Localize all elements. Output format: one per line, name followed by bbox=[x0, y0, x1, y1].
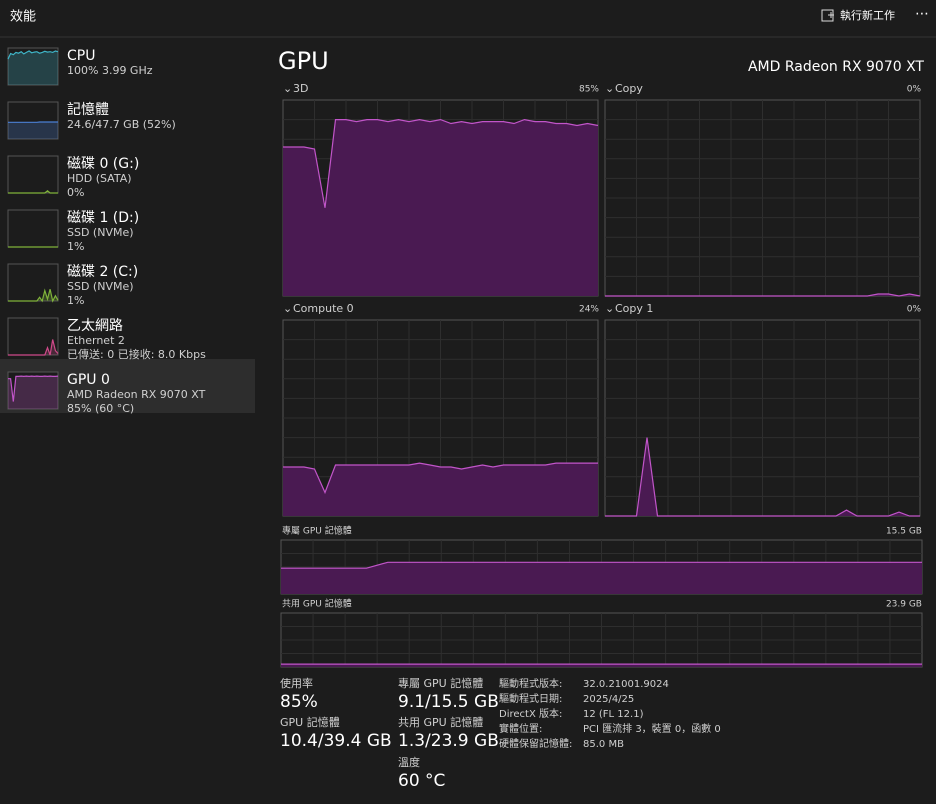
item-detail: 已傳送: 0 已接收: 8.0 Kbps bbox=[67, 347, 206, 361]
item-detail: Ethernet 2 bbox=[67, 334, 125, 347]
graph-area bbox=[8, 122, 58, 139]
item-name[interactable]: CPU bbox=[67, 48, 95, 64]
engine-name[interactable]: Compute 0 bbox=[293, 302, 354, 315]
engine-value: 0% bbox=[907, 305, 922, 315]
detail-label: 硬體保留記憶體: bbox=[499, 737, 572, 750]
item-name[interactable]: GPU 0 bbox=[67, 372, 110, 388]
graph-frame bbox=[8, 156, 58, 193]
engine-chevron: ⌄ bbox=[283, 302, 292, 315]
engine-chevron: ⌄ bbox=[605, 82, 614, 95]
engine-name[interactable]: 3D bbox=[293, 82, 308, 95]
detail-value: 12 (FL 12.1) bbox=[583, 709, 644, 720]
item-detail: 85% (60 °C) bbox=[67, 402, 134, 415]
engine-value: 85% bbox=[579, 85, 599, 95]
page-title: 效能 bbox=[10, 10, 36, 25]
item-detail: 0% bbox=[67, 186, 84, 199]
item-name[interactable]: 記憶體 bbox=[67, 101, 109, 118]
engine-name[interactable]: Copy 1 bbox=[615, 302, 653, 315]
memory-name: 專屬 GPU 記憶體 bbox=[282, 525, 352, 537]
item-name[interactable]: 乙太網路 bbox=[67, 318, 123, 334]
memory-max: 15.5 GB bbox=[886, 527, 922, 537]
item-detail: HDD (SATA) bbox=[67, 172, 132, 185]
main-title: GPU bbox=[278, 47, 329, 75]
new-task-label[interactable]: 執行新工作 bbox=[840, 8, 895, 22]
stat-value: 1.3/23.9 GB bbox=[398, 731, 499, 751]
detail-value: PCI 匯流排 3，裝置 0，函數 0 bbox=[583, 722, 721, 735]
graph-area bbox=[281, 562, 922, 594]
stat-label: 專屬 GPU 記憶體 bbox=[398, 676, 483, 690]
stat-label: 溫度 bbox=[398, 755, 420, 769]
new-task-button[interactable]: 執行新工作 bbox=[822, 8, 895, 22]
detail-value: 2025/4/25 bbox=[583, 694, 634, 705]
item-detail: SSD (NVMe) bbox=[67, 226, 134, 239]
graph-area bbox=[8, 51, 58, 85]
device-name: AMD Radeon RX 9070 XT bbox=[748, 59, 924, 75]
memory-max: 23.9 GB bbox=[886, 600, 922, 610]
engine-value: 0% bbox=[907, 85, 922, 95]
graph-frame bbox=[8, 210, 58, 247]
engine-chevron: ⌄ bbox=[605, 302, 614, 315]
item-detail: 1% bbox=[67, 294, 84, 307]
item-name[interactable]: 磁碟 2 (C:) bbox=[67, 264, 138, 280]
detail-label: 實體位置: bbox=[499, 722, 542, 735]
engine-chevron: ⌄ bbox=[283, 82, 292, 95]
stat-label: GPU 記憶體 bbox=[280, 715, 340, 729]
detail-value: 85.0 MB bbox=[583, 739, 624, 750]
more-menu[interactable]: ⋯ bbox=[915, 6, 929, 22]
item-name[interactable]: 磁碟 1 (D:) bbox=[67, 210, 139, 226]
stat-label: 使用率 bbox=[280, 676, 313, 690]
stat-value: 10.4/39.4 GB bbox=[280, 731, 392, 751]
item-detail: 24.6/47.7 GB (52%) bbox=[67, 118, 176, 131]
stat-label: 共用 GPU 記憶體 bbox=[398, 715, 483, 729]
item-detail: AMD Radeon RX 9070 XT bbox=[67, 388, 206, 401]
stat-value: 85% bbox=[280, 692, 318, 712]
item-detail: 1% bbox=[67, 240, 84, 253]
memory-name: 共用 GPU 記憶體 bbox=[282, 598, 352, 610]
item-name[interactable]: 磁碟 0 (G:) bbox=[67, 156, 139, 172]
item-detail: SSD (NVMe) bbox=[67, 280, 134, 293]
detail-label: DirectX 版本: bbox=[499, 707, 562, 720]
detail-label: 驅動程式日期: bbox=[499, 692, 562, 705]
stat-value: 9.1/15.5 GB bbox=[398, 692, 499, 712]
item-detail: 100% 3.99 GHz bbox=[67, 64, 153, 77]
detail-value: 32.0.21001.9024 bbox=[583, 679, 669, 690]
stat-value: 60 °C bbox=[398, 771, 445, 791]
engine-value: 24% bbox=[579, 305, 599, 315]
detail-label: 驅動程式版本: bbox=[499, 677, 562, 690]
engine-name[interactable]: Copy bbox=[615, 82, 643, 95]
